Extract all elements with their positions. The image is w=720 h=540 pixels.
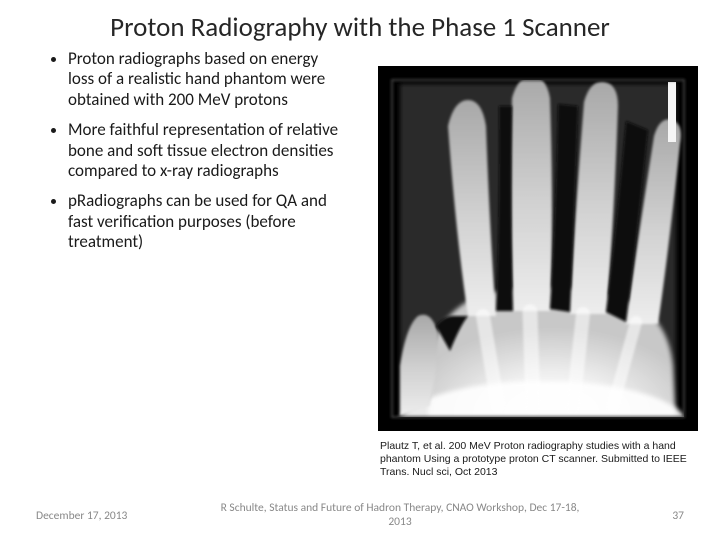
bullet-list: Proton radiographs based on energy loss … bbox=[0, 49, 345, 263]
hand-radiograph-image bbox=[378, 66, 698, 431]
hand-radiograph-svg bbox=[378, 66, 698, 431]
footer: December 17, 2013 R Schulte, Status and … bbox=[0, 502, 720, 530]
figure-container bbox=[378, 66, 698, 431]
figure-caption: Plautz T, et al. 200 MeV Proton radiogra… bbox=[380, 440, 700, 479]
slide-title: Proton Radiography with the Phase 1 Scan… bbox=[0, 0, 720, 47]
bullet-item: Proton radiographs based on energy loss … bbox=[68, 49, 345, 110]
footer-page-number: 37 bbox=[624, 509, 684, 523]
footer-date: December 17, 2013 bbox=[36, 509, 176, 523]
slide: Proton Radiography with the Phase 1 Scan… bbox=[0, 0, 720, 540]
bullet-item: pRadiographs can be used for QA and fast… bbox=[68, 191, 345, 252]
bullet-item: More faithful representation of relative… bbox=[68, 120, 345, 181]
footer-center: R Schulte, Status and Future of Hadron T… bbox=[176, 502, 624, 530]
